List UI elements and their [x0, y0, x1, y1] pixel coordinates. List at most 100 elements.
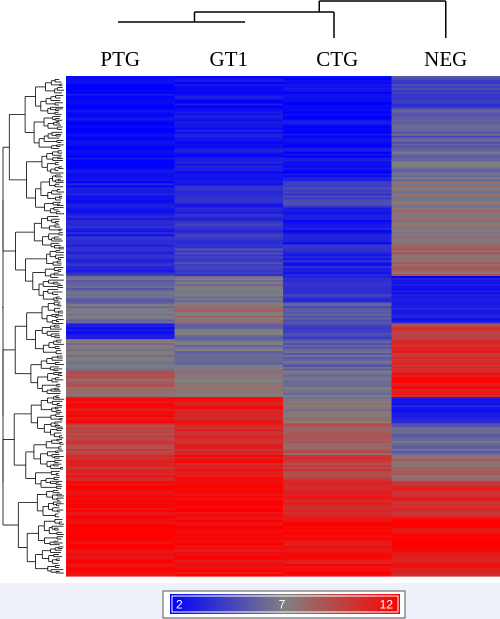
heatmap-cell: [66, 571, 175, 575]
heatmap-cell: [283, 491, 392, 495]
heatmap-cell: [66, 143, 175, 147]
heatmap-cell: [174, 244, 284, 247]
heatmap-cell: [391, 276, 500, 279]
heatmap-cell: [174, 569, 284, 573]
heatmap-cell: [391, 266, 500, 269]
heatmap-cell: [174, 454, 284, 458]
heatmap-cell: [66, 254, 175, 257]
heatmap-cell: [283, 561, 392, 565]
heatmap-cell: [283, 219, 392, 223]
heatmap-cell: [174, 193, 284, 197]
heatmap-cell: [391, 256, 500, 259]
heatmap-cell: [174, 248, 284, 251]
heatmap-cell: [174, 382, 284, 386]
heatmap-cell: [174, 203, 284, 207]
heatmap-cell: [391, 380, 500, 384]
heatmap-cell: [391, 503, 500, 507]
heatmap-cell: [283, 209, 392, 213]
heatmap-cell: [283, 539, 392, 543]
heatmap-cell: [174, 370, 284, 374]
heatmap-cell: [174, 516, 284, 519]
heatmap-cell: [283, 551, 392, 555]
heatmap-cell: [66, 240, 175, 243]
heatmap-cell: [391, 522, 500, 525]
heatmap-cell: [391, 505, 500, 509]
heatmap-cell: [283, 272, 392, 275]
heatmap-cell: [391, 252, 500, 255]
heatmap-cell: [174, 302, 284, 305]
heatmap-cell: [174, 358, 284, 362]
heatmap-cell: [391, 280, 500, 283]
heatmap-cell: [391, 139, 500, 143]
heatmap-cell: [283, 339, 392, 342]
heatmap-cell: [66, 278, 175, 281]
heatmap-cell: [66, 364, 175, 368]
heatmap-cell: [283, 191, 392, 194]
heatmap-cell: [174, 313, 284, 317]
heatmap-cell: [283, 270, 392, 273]
heatmap-cell: [391, 232, 500, 235]
heatmap-cell: [283, 511, 392, 515]
heatmap-cell: [283, 368, 392, 372]
heatmap-cell: [66, 493, 175, 497]
heatmap-cell: [174, 401, 284, 404]
heatmap-cell: [174, 276, 284, 279]
heatmap-cell: [66, 125, 175, 129]
heatmap-cell: [391, 384, 500, 388]
heatmap-cell: [66, 569, 175, 573]
heatmap-cell: [66, 429, 175, 432]
heatmap-cell: [283, 459, 392, 462]
heatmap-cell: [66, 337, 175, 340]
heatmap-cell: [66, 341, 175, 344]
heatmap-cell: [391, 129, 500, 133]
heatmap-cell: [66, 524, 175, 527]
heatmap-cell: [391, 435, 500, 438]
heatmap-cell: [391, 95, 500, 99]
heatmap-cell: [283, 107, 392, 111]
heatmap-cell: [391, 497, 500, 501]
heatmap-cell: [391, 81, 500, 85]
heatmap-cell: [174, 563, 284, 567]
heatmap-cell: [391, 119, 500, 123]
heatmap-cell: [66, 169, 175, 172]
heatmap-cell: [283, 378, 392, 382]
heatmap-cell: [391, 93, 500, 97]
heatmap-cell: [391, 153, 500, 157]
heatmap-cell: [66, 213, 175, 217]
heatmap-cell: [66, 167, 175, 171]
heatmap-cell: [283, 147, 392, 151]
heatmap-cell: [391, 113, 500, 117]
heatmap-cell: [66, 378, 175, 382]
heatmap-cell: [66, 95, 175, 99]
heatmap-cell: [391, 473, 500, 476]
heatmap-cell: [66, 435, 175, 438]
heatmap-cell: [391, 323, 500, 326]
heatmap-cell: [391, 121, 500, 125]
heatmap-cell: [174, 376, 284, 380]
heatmap-cell: [66, 557, 175, 561]
heatmap-cell: [66, 374, 175, 378]
heatmap-cell: [66, 256, 175, 259]
heatmap-cell: [283, 329, 392, 332]
heatmap-cell: [174, 551, 284, 555]
heatmap-cell: [174, 327, 284, 330]
heatmap-cell: [174, 137, 284, 141]
heatmap-cell: [391, 270, 500, 273]
heatmap-cell: [283, 149, 392, 153]
heatmap-cell: [174, 282, 284, 285]
heatmap-cell: [283, 234, 392, 237]
heatmap-cell: [391, 304, 500, 307]
heatmap-cell: [66, 477, 175, 480]
heatmap-cell: [283, 193, 392, 197]
heatmap-cell: [283, 276, 392, 279]
heatmap-cell: [174, 485, 284, 489]
heatmap-cell: [391, 520, 500, 523]
heatmap-cell: [391, 272, 500, 275]
heatmap-cell: [283, 407, 392, 410]
heatmap-cell: [283, 223, 392, 227]
heatmap-cell: [66, 274, 175, 277]
heatmap-cell: [174, 407, 284, 410]
heatmap-cell: [174, 372, 284, 376]
heatmap-cell: [66, 553, 175, 557]
heatmap-cell: [66, 205, 175, 209]
